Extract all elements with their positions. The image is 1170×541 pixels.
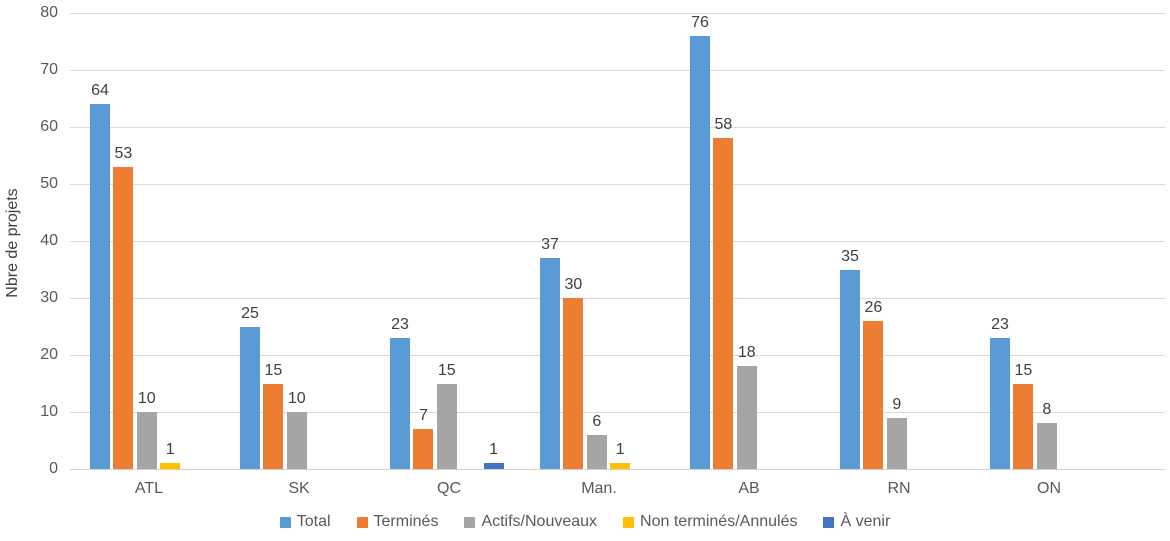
legend-label: Non terminés/Annulés [640,513,798,530]
legend-swatch-icon [823,516,835,528]
bar-value-label: 18 [737,344,756,362]
bar-value-label: 15 [264,361,283,379]
bar [1036,423,1057,469]
bar-value-label: 64 [91,82,109,100]
gridline [70,13,1165,14]
legend-label: Actifs/Nouveaux [481,513,598,530]
bar [286,412,307,469]
bar [240,326,260,469]
bar [113,166,134,469]
bar [586,434,607,469]
bar-group-sk: 25 15 10 [240,13,358,469]
bar [136,412,157,469]
gridline [70,127,1165,128]
bar [840,269,860,469]
legend: Total Terminés Actifs/Nouveaux Non terminés… [0,511,1170,533]
x-category-label: QC [437,480,461,497]
bar [160,463,181,469]
bar-group-qc: 23 7 15 1 [390,13,508,469]
legend-item: Actifs/Nouveaux [464,513,597,531]
x-category-label: Man. [581,480,617,497]
bar [563,298,584,469]
bar [713,138,734,469]
bar-value-label: 9 [892,395,902,413]
bar [736,366,757,469]
bar [483,463,504,469]
legend-swatch-icon [279,516,291,528]
bar-value-label: 35 [841,247,859,265]
bar-value-label: 23 [391,315,409,333]
bar-value-label: 15 [437,361,456,379]
y-tick-label: 40 [40,232,58,249]
bar-value-label: 8 [1042,401,1052,419]
gridline [70,298,1165,299]
bar [610,463,631,469]
bar [886,417,907,469]
bar [863,320,884,469]
bar [90,104,110,469]
bar [1013,383,1034,469]
legend-label: Total [296,513,331,530]
y-tick-label: 80 [40,4,58,21]
bar [413,429,434,469]
bar-value-label: 1 [615,441,625,459]
legend-swatch-icon [464,516,476,528]
gridline [70,355,1165,356]
legend-item: Terminés [356,513,439,531]
plot-area: 64 53 10 1 25 15 10 23 7 15 1 37 30 6 1 76 58 18 35 26 9 23 15… [70,13,1165,470]
bar-value-label: 15 [1014,361,1033,379]
bar-value-label: 7 [418,407,428,425]
bar-group-man: 37 30 6 1 [540,13,658,469]
legend-item: Non terminés/Annulés [623,513,797,531]
y-tick-label: 50 [40,175,58,192]
bar-value-label: 76 [691,13,709,31]
x-category-label: RN [887,480,911,497]
x-category-label: AB [738,480,760,497]
gridline [70,412,1165,413]
bar [690,35,710,469]
bar [436,383,457,469]
bar-value-label: 25 [241,304,259,322]
y-tick-label: 0 [49,460,58,477]
legend-label: Terminés [373,513,439,530]
bar-value-label: 30 [564,276,583,293]
gridline [70,241,1165,242]
bar-value-label: 23 [991,315,1009,333]
bar [263,383,284,469]
bar [390,337,410,469]
bar-group-ab: 76 58 18 [690,13,808,469]
bar-value-label: 6 [592,412,602,430]
bar [990,337,1010,469]
bar-value-label: 1 [489,441,499,459]
y-tick-label: 10 [40,403,58,420]
x-category-label: ON [1037,480,1061,497]
y-tick-label: 20 [40,346,58,363]
bar-value-label: 26 [864,298,883,316]
bar-value-label: 37 [541,236,559,254]
legend-item: À venir [823,513,890,531]
bar-value-label: 10 [137,390,156,407]
legend-swatch-icon [623,516,635,528]
x-category-label: SK [288,480,310,497]
gridline [70,70,1165,71]
y-tick-label: 30 [40,289,58,306]
bar-value-label: 10 [287,390,306,407]
y-tick-label: 70 [40,61,58,78]
bar-group-on: 23 15 8 [990,13,1108,469]
gridline [70,184,1165,185]
bar-value-label: 1 [165,441,175,459]
bar-value-label: 58 [714,116,733,134]
bar-group-rn: 35 26 9 [840,13,958,469]
y-tick-label: 60 [40,118,58,135]
legend-item: Total [279,513,331,531]
legend-swatch-icon [356,516,368,528]
bar [540,258,560,469]
bar-group-atl: 64 53 10 1 [90,13,208,469]
legend-label: À venir [840,513,891,530]
x-category-label: ATL [134,480,164,497]
bar-value-label: 53 [114,144,133,162]
